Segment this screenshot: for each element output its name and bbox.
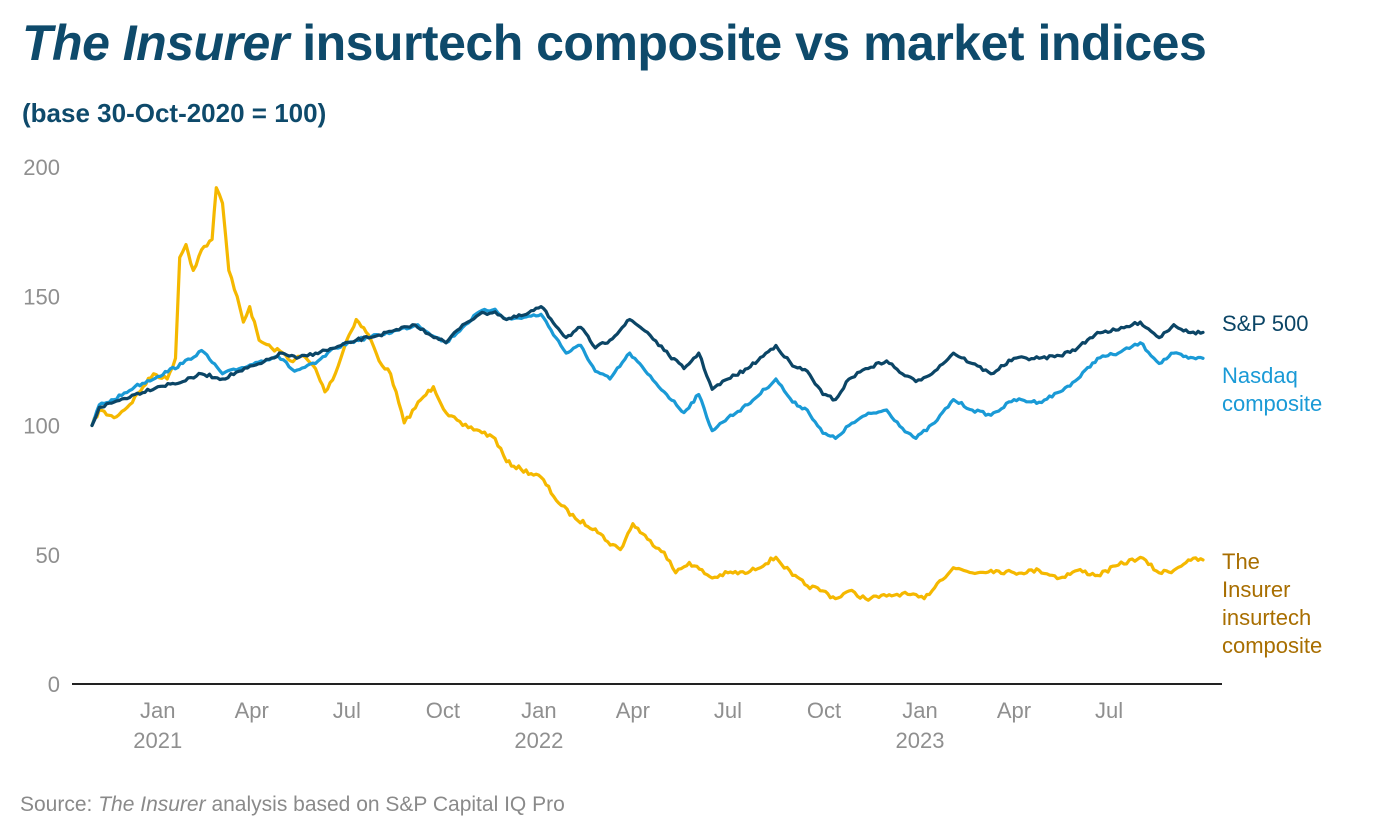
- series-labels: S&P 500 Nasdaq composite The Insurer insurtec…: [1222, 311, 1322, 658]
- y-tick-label: 0: [48, 672, 60, 697]
- source-rest: analysis based on S&P Capital IQ Pro: [205, 793, 565, 816]
- y-tick-label: 150: [23, 284, 60, 309]
- x-tick-year-label: 2022: [514, 728, 563, 753]
- source-prefix: Source:: [20, 793, 99, 816]
- y-tick-label: 50: [36, 543, 60, 568]
- x-tick-label: Jan: [140, 698, 175, 723]
- chart-subtitle: (base 30-Oct-2020 = 100): [22, 98, 327, 128]
- series-label-insurtech: insurtech: [1222, 605, 1311, 630]
- x-tick-label: Oct: [807, 698, 841, 723]
- series-lines: [90, 186, 1205, 602]
- x-tick-label: Jan: [521, 698, 556, 723]
- x-tick-year-label: 2023: [896, 728, 945, 753]
- x-tick-label: Oct: [426, 698, 460, 723]
- y-tick-label: 100: [23, 414, 60, 439]
- series-line-insurtech: [90, 186, 1205, 602]
- chart-title: The Insurer insurtech composite vs marke…: [22, 14, 1207, 72]
- chart-title-italic: The Insurer: [22, 15, 289, 71]
- x-tick-label: Apr: [235, 698, 269, 723]
- x-axis-ticks: Jan 2021 Apr Jul Oct Jan 2022 Apr Jul Oct Jan 2023 A…: [133, 698, 1123, 753]
- y-axis-ticks: 0 50 100 150 200: [23, 155, 60, 697]
- source-italic: The Insurer: [98, 793, 206, 816]
- series-label-sp500: S&P 500: [1222, 311, 1308, 336]
- series-label-insurtech: composite: [1222, 633, 1322, 658]
- series-label-insurtech: Insurer: [1222, 577, 1290, 602]
- series-label-nasdaq: composite: [1222, 391, 1322, 416]
- y-tick-label: 200: [23, 155, 60, 180]
- x-tick-label: Apr: [997, 698, 1031, 723]
- source-note: Source: The Insurer analysis based on S&…: [20, 793, 565, 817]
- x-tick-label: Jan: [902, 698, 937, 723]
- series-line-nasdaq: [90, 307, 1205, 440]
- chart-title-rest: insurtech composite vs market indices: [288, 15, 1207, 71]
- x-tick-year-label: 2021: [133, 728, 182, 753]
- x-tick-label: Jul: [333, 698, 361, 723]
- x-tick-label: Apr: [616, 698, 650, 723]
- series-label-nasdaq: Nasdaq: [1222, 363, 1298, 388]
- x-tick-label: Jul: [714, 698, 742, 723]
- series-label-insurtech: The: [1222, 549, 1260, 574]
- series-line-sp500: [90, 305, 1205, 428]
- x-tick-label: Jul: [1095, 698, 1123, 723]
